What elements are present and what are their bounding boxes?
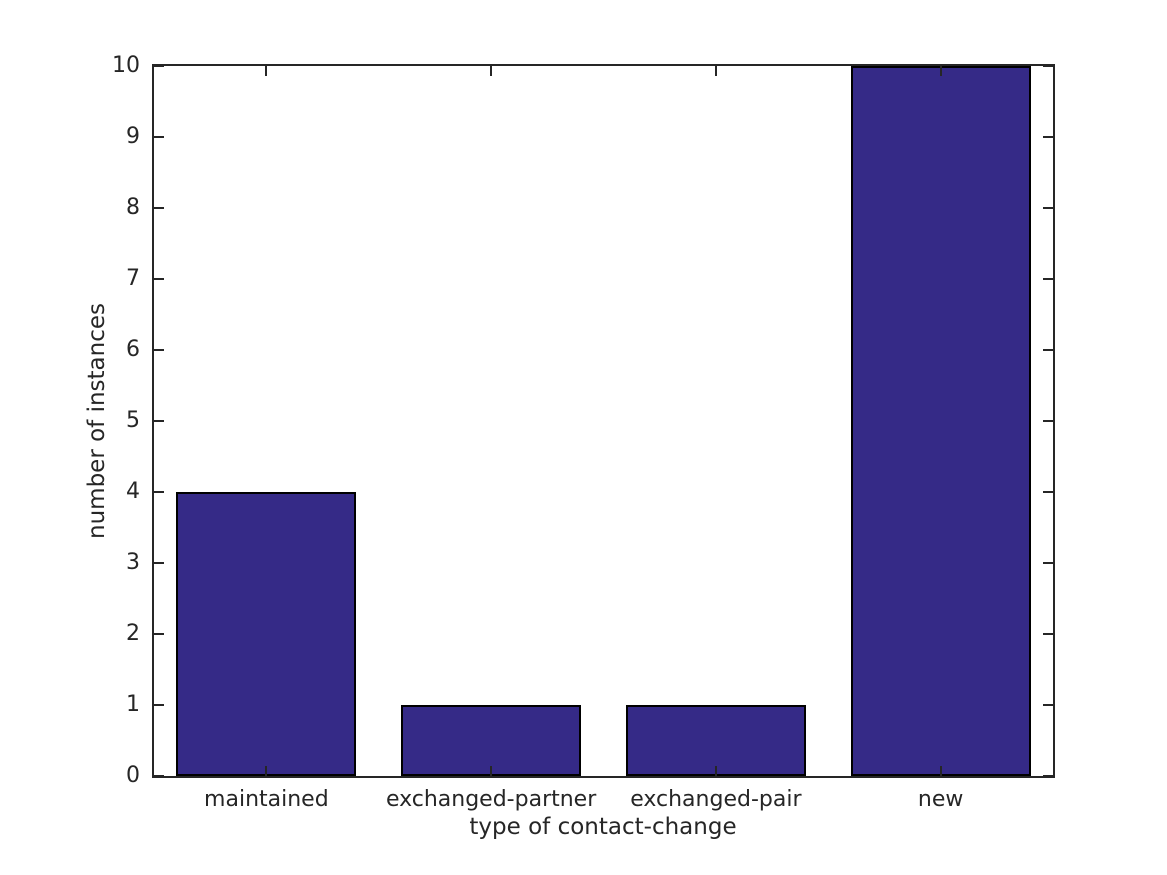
y-tick-mark-right <box>1043 136 1053 138</box>
bar-maintained <box>176 492 357 776</box>
y-tick-label: 4 <box>126 479 140 504</box>
x-tick-mark-top <box>490 66 493 76</box>
y-tick-label: 0 <box>126 763 140 788</box>
y-tick-mark-right <box>1043 491 1053 493</box>
y-tick-mark-left <box>154 278 164 280</box>
x-tick-mark-bottom <box>265 766 268 776</box>
x-tick-label: exchanged-pair <box>630 787 802 812</box>
x-tick-label: maintained <box>204 787 329 812</box>
x-tick-mark-bottom <box>490 766 493 776</box>
y-tick-label: 7 <box>126 266 140 291</box>
y-tick-mark-right <box>1043 562 1053 564</box>
y-tick-mark-right <box>1043 775 1053 777</box>
y-tick-label: 6 <box>126 337 140 362</box>
x-tick-label: exchanged-partner <box>385 787 597 812</box>
y-tick-mark-left <box>154 775 164 777</box>
y-tick-mark-right <box>1043 278 1053 280</box>
plot-area <box>152 64 1055 778</box>
y-tick-label: 3 <box>126 550 140 575</box>
y-tick-mark-left <box>154 491 164 493</box>
y-tick-label: 5 <box>126 408 140 433</box>
x-tick-mark-top <box>939 66 942 76</box>
bar-exchanged-partner <box>401 705 582 776</box>
y-tick-mark-left <box>154 136 164 138</box>
x-tick-mark-top <box>265 66 268 76</box>
y-tick-mark-right <box>1043 633 1053 635</box>
bar-exchanged-pair <box>625 705 806 776</box>
y-tick-mark-right <box>1043 207 1053 209</box>
y-tick-mark-right <box>1043 704 1053 706</box>
y-tick-mark-right <box>1043 420 1053 422</box>
bar-new <box>850 66 1031 776</box>
x-tick-label: new <box>917 787 964 812</box>
x-tick-mark-top <box>714 66 717 76</box>
y-tick-label: 2 <box>126 621 140 646</box>
x-tick-mark-bottom <box>714 766 717 776</box>
y-tick-mark-left <box>154 704 164 706</box>
y-tick-mark-left <box>154 207 164 209</box>
y-tick-mark-right <box>1043 65 1053 67</box>
y-tick-mark-left <box>154 349 164 351</box>
y-tick-mark-left <box>154 420 164 422</box>
y-tick-mark-left <box>154 65 164 67</box>
y-tick-label: 1 <box>126 692 140 717</box>
x-axis-label: type of contact-change <box>469 814 737 840</box>
y-tick-label: 10 <box>112 53 140 78</box>
y-tick-mark-right <box>1043 349 1053 351</box>
x-tick-mark-bottom <box>939 766 942 776</box>
y-tick-mark-left <box>154 633 164 635</box>
y-tick-mark-left <box>154 562 164 564</box>
y-tick-label: 8 <box>126 195 140 220</box>
y-tick-label: 9 <box>126 124 140 149</box>
